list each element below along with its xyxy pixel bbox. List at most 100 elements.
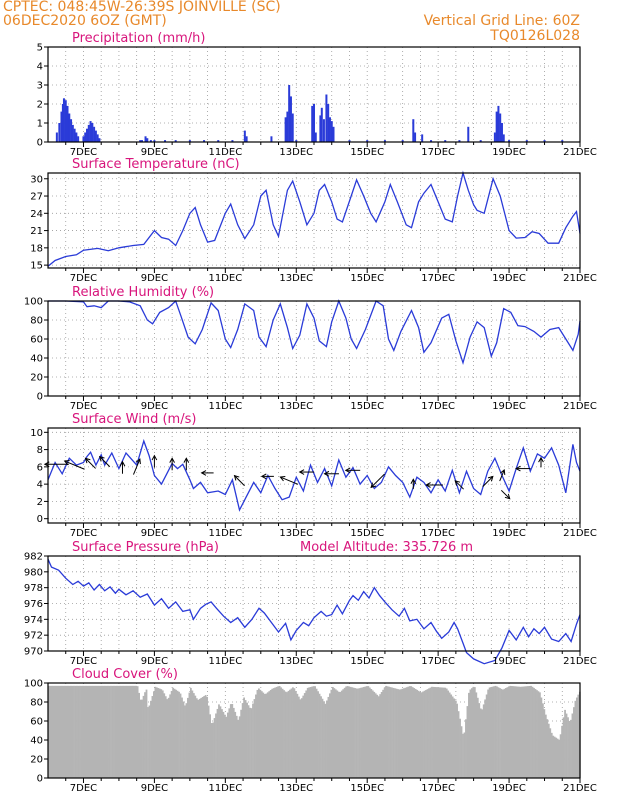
cloud-cover-column [506,687,509,778]
wind-arrow-head [323,470,330,477]
cloud-cover-column [182,701,185,778]
wind-arrow [133,458,141,475]
panel-title: Precipitation (mm/h) [72,31,205,46]
cloud-cover-column [108,685,111,778]
cloud-cover-column [434,686,436,778]
cloud-cover-column [351,687,353,778]
cloud-cover-column [104,685,106,778]
cloud-cover-column [428,688,430,778]
cloud-cover-column [144,692,146,778]
cloud-cover-column [472,686,475,778]
wind-arrow-head [98,455,105,462]
precip-bar [325,94,328,142]
y-tick-label: 80 [30,698,43,709]
cloud-cover-column [447,690,450,778]
cloud-cover-column [114,685,117,778]
precip-bar [270,136,273,142]
precip-bar [502,134,505,142]
cloud-cover-column [510,686,513,778]
cloud-cover-column [416,689,419,778]
y-tick-label: 0 [37,514,43,525]
cloud-cover-column [132,685,135,778]
cloud-cover-column [442,687,445,778]
cloud-cover-column [371,690,374,778]
y-tick-label: 0 [37,392,43,403]
cloud-cover-column [163,693,166,778]
x-tick-label: 15DEC [350,147,384,158]
cloud-cover-column [441,687,444,778]
cloud-cover-column [355,688,358,778]
y-tick-label: 18 [30,243,43,254]
cloud-cover-column [249,707,251,778]
wind-arrow-head [487,475,494,482]
cloud-cover-column [95,685,98,778]
cloud-cover-column [121,685,124,778]
cloud-cover-column [292,687,294,778]
cloud-cover-column [457,711,460,778]
precip-bar [348,140,351,142]
cloud-cover-column [568,720,571,778]
cloud-cover-column [118,685,121,778]
precip-bar [328,117,331,142]
cloud-cover-column [485,694,488,778]
x-tick-label: 9DEC [141,147,168,158]
precip-bar [493,132,496,142]
cloud-cover-column [61,685,64,778]
cloud-cover-column [423,690,426,778]
cloud-cover-column [164,696,167,778]
cloud-cover-column [234,711,237,778]
cloud-cover-column [502,689,504,778]
cloud-cover-column [469,689,472,778]
cloud-cover-column [497,687,500,778]
cloud-cover-column [312,686,315,778]
precip-bar [291,113,294,142]
precip-bar [82,136,85,142]
wind-arrow-head [279,475,286,482]
cloud-cover-column [265,693,268,778]
cloud-cover-column [429,687,432,778]
cloud-cover-column [302,695,305,778]
cloud-cover-column [260,691,263,778]
cloud-cover-column [76,685,78,778]
wind-arrow-head [454,480,461,486]
cloud-cover-column [179,693,182,778]
x-tick-label: 15DEC [350,273,384,284]
cloud-cover-column [277,686,280,778]
x-tick-label: 11DEC [208,147,242,158]
cloud-cover-column [172,687,175,778]
wind-arrow [63,459,85,470]
x-tick-label: 11DEC [208,783,242,794]
cloud-cover-column [410,686,413,778]
y-tick-label: 40 [30,354,43,365]
cloud-cover-column [123,685,126,778]
x-tick-label: 9DEC [141,401,168,412]
y-tick-label: 15 [30,261,43,272]
wind-arrow-shaft [370,473,385,488]
wind-arrow [370,473,385,489]
y-tick-label: 100 [24,679,43,690]
precip-bar [332,126,335,142]
cloud-cover-column [55,685,58,778]
cloud-cover-column [388,686,390,778]
cloud-cover-column [204,695,207,778]
precip-bar [366,140,369,142]
cloud-cover-column [286,692,288,778]
precip-bar [561,140,564,142]
precip-bar [499,113,502,142]
cloud-cover-column [546,719,549,778]
precip-bar [401,140,404,142]
cloud-cover-column [237,719,240,778]
precip-bar [91,123,94,142]
y-tick-label: 978 [24,583,43,594]
y-tick-label: 30 [30,174,43,185]
cloud-cover-column [151,696,154,778]
cloud-cover-column [435,687,438,778]
cloud-cover-column [218,704,220,778]
precip-bar [414,132,417,142]
cloud-cover-column [522,686,525,778]
cloud-cover-column [71,685,74,778]
cloud-cover-column [235,715,238,778]
precip-bar [70,119,73,142]
cloud-cover-column [540,697,543,778]
